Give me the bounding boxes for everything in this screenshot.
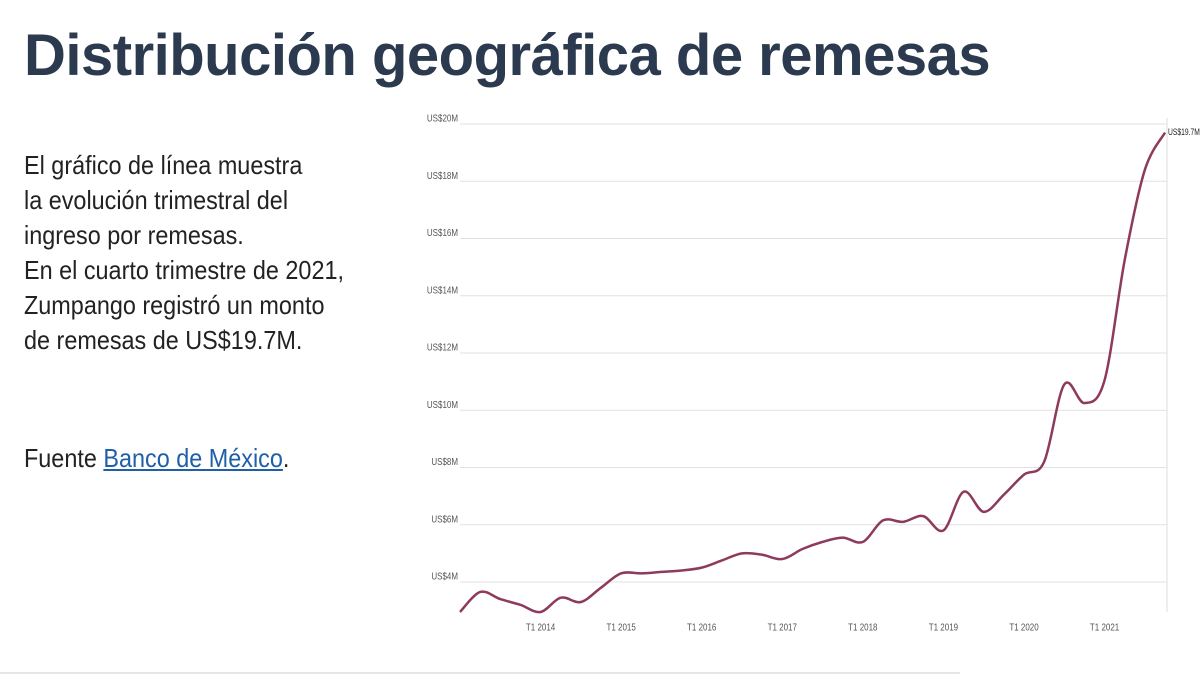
source-end: .	[282, 443, 290, 473]
source-label: Fuente	[24, 443, 97, 473]
line	[459, 131, 1167, 614]
description-line: Zumpango registró un monto	[24, 290, 325, 320]
y-tick-label: US$12M	[427, 342, 458, 353]
y-tick-label: US$6M	[431, 514, 458, 525]
value-label: US$19.7M	[1168, 127, 1200, 137]
x-tick-label: T1 2017	[768, 622, 797, 633]
y-tick-label: US$20M	[427, 113, 458, 124]
title: Distribución geográfica de remesas	[24, 23, 991, 88]
description: El gráfico de línea muestra la evolución …	[24, 148, 344, 358]
y-tick-label: US$4M	[431, 571, 458, 582]
y-tick-label: US$14M	[427, 285, 458, 296]
y-tick-label: US$18M	[427, 170, 458, 181]
source-link[interactable]: Banco de México	[103, 443, 283, 473]
description-line: de remesas de US$19.7M.	[24, 325, 303, 355]
source: Fuente Banco de México.	[24, 443, 289, 474]
x-tick-label: T1 2021	[1090, 622, 1119, 633]
y-tick-label: US$8M	[431, 456, 458, 467]
x-tick-label: T1 2014	[526, 622, 555, 633]
x-tick-label: T1 2016	[687, 622, 716, 633]
y-tick-label: US$16M	[427, 227, 458, 238]
x-tick-label: T1 2018	[848, 622, 877, 633]
description-line: la evolución trimestral del	[24, 185, 289, 215]
description-line: ingreso por remesas.	[24, 220, 244, 250]
description-line: En el cuarto trimestre de 2021,	[24, 255, 344, 285]
y-tick-label: US$10M	[427, 399, 458, 410]
x-tick-label: T1 2015	[606, 622, 635, 633]
x-tick-label: T1 2020	[1009, 622, 1038, 633]
description-line: El gráfico de línea muestra	[24, 150, 303, 180]
x-tick-label: T1 2019	[929, 622, 958, 633]
